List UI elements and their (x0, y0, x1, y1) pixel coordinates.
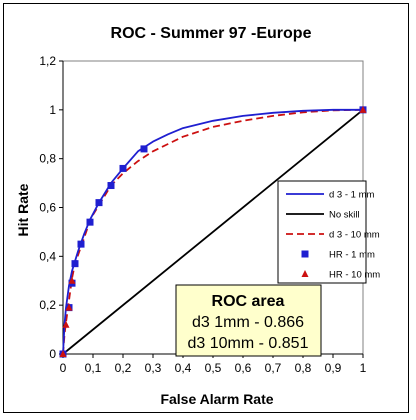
legend-swatch-hr-1-mm (301, 250, 309, 258)
x-tick-label: 0,7 (265, 361, 282, 375)
x-tick-label: 0,5 (205, 361, 222, 375)
legend-box (277, 180, 367, 284)
marker-hr-10-mm (68, 276, 76, 284)
roc-area-title: ROC area (212, 293, 285, 310)
legend-label-no-skill: No skill (329, 210, 360, 221)
chart-frame: ROC - Summer 97 -Europe Hit Rate False A… (3, 3, 409, 413)
legend: d 3 - 1 mm No skill d 3 - 10 mm HR - 1 mm HR… (277, 180, 380, 284)
x-tick-label: 0,2 (115, 361, 132, 375)
marker-hr-1-mm (140, 145, 148, 153)
legend-label-d-3-1-mm: d 3 - 1 mm (329, 190, 374, 201)
y-tick-label: 0,2 (39, 298, 56, 312)
x-tick-label: 0,4 (175, 361, 192, 375)
marker-hr-1-mm (107, 182, 115, 190)
roc-area-annotation: ROC area d3 1mm - 0.866 d3 10mm - 0.851 (175, 284, 322, 357)
x-axis: 0 0,1 0,2 0,3 0,4 0,5 0,6 0,7 0,8 0,9 1 (60, 353, 367, 375)
legend-label-hr-1-mm: HR - 1 mm (329, 250, 375, 261)
x-tick-label: 1 (360, 361, 367, 375)
marker-hr-1-mm (86, 218, 94, 226)
x-tick-label: 0,1 (85, 361, 102, 375)
y-tick-label: 0 (49, 347, 56, 361)
legend-swatch-hr-10-mm (301, 270, 309, 277)
marker-hr-10-mm (59, 350, 67, 357)
series-line-no-skill (62, 109, 364, 355)
series-layer (59, 105, 367, 358)
y-tick-label: 0,8 (39, 152, 56, 166)
marker-hr-10-mm (62, 320, 70, 328)
marker-hr-1-mm (77, 240, 85, 248)
marker-hr-1-mm (95, 199, 103, 207)
series-line-d-3-1-mm (62, 108, 363, 355)
y-tick-label: 1,2 (39, 54, 56, 68)
roc-chart: ROC - Summer 97 -Europe Hit Rate False A… (15, 25, 380, 407)
marker-hr-1-mm (71, 260, 79, 268)
x-axis-label: False Alarm Rate (160, 391, 273, 407)
roc-area-line-2: d3 10mm - 0.851 (188, 335, 309, 352)
marker-hr-10-mm (359, 105, 367, 113)
x-tick-label: 0,8 (295, 361, 312, 375)
x-tick-label: 0,3 (145, 361, 162, 375)
y-tick-label: 1 (49, 103, 56, 117)
series-line-d-3-10-mm (62, 108, 364, 355)
roc-area-line-1: d3 1mm - 0.866 (192, 314, 304, 331)
y-tick-label: 0,6 (39, 201, 56, 215)
legend-label-d-3-10-mm: d 3 - 10 mm (329, 230, 380, 241)
chart-title: ROC - Summer 97 -Europe (111, 25, 312, 42)
x-tick-label: 0,6 (235, 361, 252, 375)
y-tick-label: 0,4 (39, 249, 56, 263)
marker-hr-10-mm (65, 303, 73, 311)
y-axis-label: Hit Rate (15, 183, 31, 236)
x-tick-label: 0,9 (325, 361, 342, 375)
legend-label-hr-10-mm: HR - 10 mm (329, 270, 380, 281)
x-tick-label: 0 (60, 361, 67, 375)
roc-area-box-bg (175, 284, 322, 357)
marker-hr-1-mm (119, 164, 127, 172)
y-axis: 0 0,2 0,4 0,6 0,8 1 1,2 (39, 54, 64, 361)
